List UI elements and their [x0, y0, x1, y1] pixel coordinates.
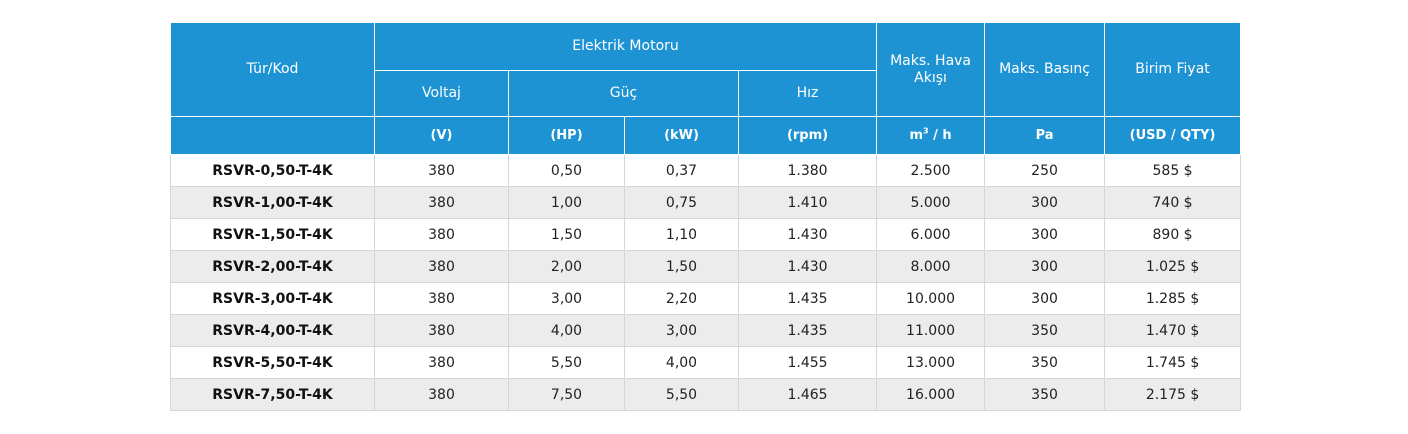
cell-airflow: 10.000 [876, 282, 986, 315]
cell-price: 1.025 $ [1104, 250, 1242, 283]
cell-airflow: 13.000 [876, 346, 986, 379]
table-row: RSVR-1,50-T-4K 380 1,50 1,10 1.430 6.000… [170, 218, 1242, 251]
header-electric-motor: Elektrik Motoru [373, 22, 878, 71]
cell-code: RSVR-1,00-T-4K [170, 186, 375, 219]
unit-empty [170, 116, 375, 155]
cell-rpm: 1.435 [737, 314, 878, 347]
cell-code: RSVR-2,00-T-4K [170, 250, 375, 283]
cell-hp: 1,00 [508, 186, 625, 219]
cell-rpm: 1.430 [737, 250, 878, 283]
cell-hp: 3,00 [508, 282, 625, 315]
cell-airflow: 6.000 [876, 218, 986, 251]
cell-pressure: 300 [984, 186, 1106, 219]
cell-kw: 0,75 [624, 186, 739, 219]
cell-voltage: 380 [374, 346, 509, 379]
unit-power-hp: (HP) [508, 116, 625, 155]
product-spec-table: Tür/Kod Elektrik Motoru Maks. Hava Akışı… [170, 22, 1242, 411]
cell-pressure: 350 [984, 346, 1106, 379]
header-max-pressure: Maks. Basınç [984, 22, 1106, 117]
cell-code: RSVR-4,00-T-4K [170, 314, 375, 347]
header-power: Güç [508, 70, 739, 117]
cell-code: RSVR-3,00-T-4K [170, 282, 375, 315]
cell-voltage: 380 [374, 218, 509, 251]
header-unit-price: Birim Fiyat [1104, 22, 1242, 117]
cell-pressure: 250 [984, 154, 1106, 187]
cell-rpm: 1.410 [737, 186, 878, 219]
cell-rpm: 1.465 [737, 378, 878, 411]
header-max-airflow: Maks. Hava Akışı [876, 22, 986, 117]
table-header: Tür/Kod Elektrik Motoru Maks. Hava Akışı… [170, 22, 1242, 155]
table-row: RSVR-4,00-T-4K 380 4,00 3,00 1.435 11.00… [170, 314, 1242, 347]
table-row: RSVR-1,00-T-4K 380 1,00 0,75 1.410 5.000… [170, 186, 1242, 219]
cell-price: 890 $ [1104, 218, 1242, 251]
cell-kw: 3,00 [624, 314, 739, 347]
unit-voltage: (V) [374, 116, 509, 155]
cell-kw: 0,37 [624, 154, 739, 187]
cell-voltage: 380 [374, 282, 509, 315]
cell-kw: 4,00 [624, 346, 739, 379]
unit-price: (USD / QTY) [1104, 116, 1242, 155]
cell-voltage: 380 [374, 378, 509, 411]
cell-pressure: 300 [984, 218, 1106, 251]
table-row: RSVR-7,50-T-4K 380 7,50 5,50 1.465 16.00… [170, 378, 1242, 411]
cell-airflow: 2.500 [876, 154, 986, 187]
cell-rpm: 1.435 [737, 282, 878, 315]
table-body: RSVR-0,50-T-4K 380 0,50 0,37 1.380 2.500… [170, 154, 1242, 411]
cell-pressure: 300 [984, 282, 1106, 315]
cell-price: 1.470 $ [1104, 314, 1242, 347]
cell-kw: 1,50 [624, 250, 739, 283]
cell-kw: 2,20 [624, 282, 739, 315]
cell-rpm: 1.430 [737, 218, 878, 251]
cell-hp: 4,00 [508, 314, 625, 347]
unit-speed: (rpm) [737, 116, 878, 155]
table-row: RSVR-3,00-T-4K 380 3,00 2,20 1.435 10.00… [170, 282, 1242, 315]
cell-airflow: 11.000 [876, 314, 986, 347]
table-row: RSVR-2,00-T-4K 380 2,00 1,50 1.430 8.000… [170, 250, 1242, 283]
unit-power-kw: (kW) [624, 116, 739, 155]
cell-code: RSVR-7,50-T-4K [170, 378, 375, 411]
table-row: RSVR-5,50-T-4K 380 5,50 4,00 1.455 13.00… [170, 346, 1242, 379]
header-type-code: Tür/Kod [170, 22, 375, 117]
cell-voltage: 380 [374, 250, 509, 283]
table-row: RSVR-0,50-T-4K 380 0,50 0,37 1.380 2.500… [170, 154, 1242, 187]
cell-airflow: 5.000 [876, 186, 986, 219]
cell-kw: 1,10 [624, 218, 739, 251]
cell-voltage: 380 [374, 154, 509, 187]
cell-rpm: 1.380 [737, 154, 878, 187]
unit-pressure: Pa [984, 116, 1106, 155]
cell-hp: 5,50 [508, 346, 625, 379]
cell-price: 585 $ [1104, 154, 1242, 187]
cell-hp: 1,50 [508, 218, 625, 251]
header-speed: Hız [737, 70, 878, 117]
cell-kw: 5,50 [624, 378, 739, 411]
cell-price: 1.745 $ [1104, 346, 1242, 379]
cell-voltage: 380 [374, 186, 509, 219]
header-voltage: Voltaj [374, 70, 509, 117]
cell-hp: 7,50 [508, 378, 625, 411]
cell-airflow: 16.000 [876, 378, 986, 411]
cell-rpm: 1.455 [737, 346, 878, 379]
unit-airflow: m3 / h [876, 116, 986, 155]
cell-voltage: 380 [374, 314, 509, 347]
cell-price: 740 $ [1104, 186, 1242, 219]
cell-code: RSVR-5,50-T-4K [170, 346, 375, 379]
cell-pressure: 350 [984, 314, 1106, 347]
cell-code: RSVR-0,50-T-4K [170, 154, 375, 187]
cell-airflow: 8.000 [876, 250, 986, 283]
cell-hp: 0,50 [508, 154, 625, 187]
cell-price: 2.175 $ [1104, 378, 1242, 411]
cell-hp: 2,00 [508, 250, 625, 283]
cell-pressure: 350 [984, 378, 1106, 411]
cell-code: RSVR-1,50-T-4K [170, 218, 375, 251]
cell-price: 1.285 $ [1104, 282, 1242, 315]
cell-pressure: 300 [984, 250, 1106, 283]
